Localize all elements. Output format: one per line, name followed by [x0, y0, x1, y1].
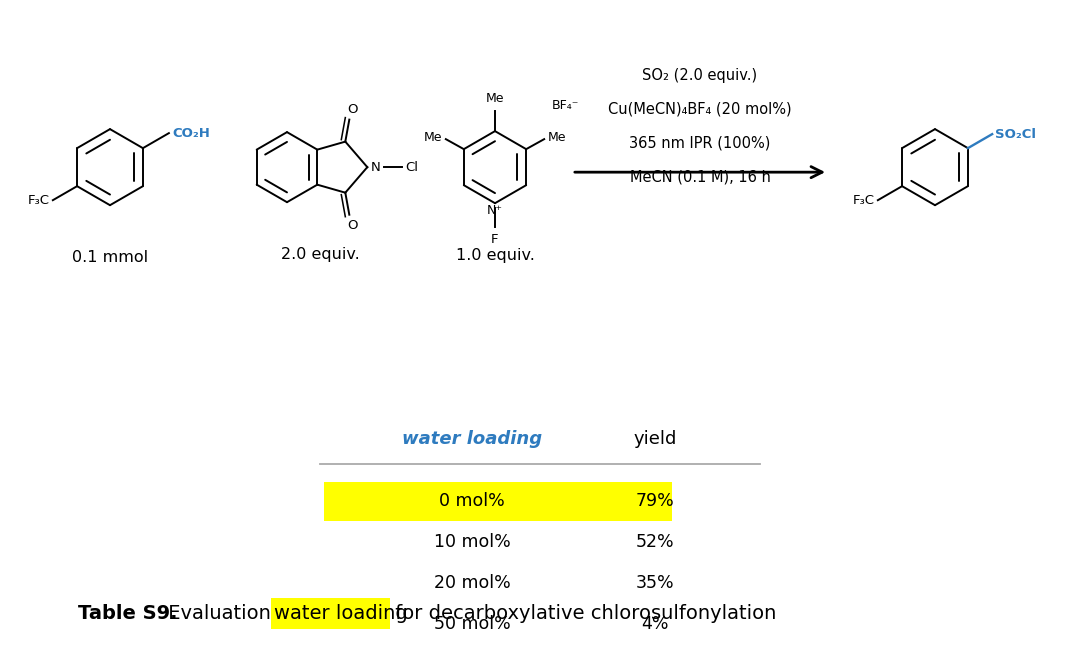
Text: 365 nm IPR (100%): 365 nm IPR (100%) [630, 136, 771, 151]
FancyBboxPatch shape [324, 482, 672, 520]
Text: 2.0 equiv.: 2.0 equiv. [281, 247, 360, 262]
Text: 4%: 4% [642, 615, 669, 633]
Text: 20 mol%: 20 mol% [434, 574, 511, 592]
Text: Cu(MeCN)₄BF₄ (20 mol%): Cu(MeCN)₄BF₄ (20 mol%) [608, 102, 792, 117]
Text: F₃C: F₃C [28, 193, 50, 206]
Text: N: N [370, 161, 380, 174]
Text: Cl: Cl [405, 161, 418, 174]
Text: 79%: 79% [636, 492, 674, 510]
Text: for decarboxylative chlorosulfonylation: for decarboxylative chlorosulfonylation [389, 604, 777, 623]
Text: BF₄⁻: BF₄⁻ [551, 99, 579, 112]
Text: Me: Me [486, 92, 504, 105]
Text: Me: Me [423, 130, 442, 143]
Text: 52%: 52% [636, 533, 674, 551]
Text: 50 mol%: 50 mol% [434, 615, 511, 633]
Text: N⁺: N⁺ [487, 204, 503, 217]
Text: O: O [347, 103, 357, 116]
Text: water loading: water loading [402, 430, 542, 448]
Text: F₃C: F₃C [853, 193, 875, 206]
Text: CO₂H: CO₂H [172, 127, 210, 140]
Text: 0.1 mmol: 0.1 mmol [72, 250, 148, 265]
Text: water loading: water loading [274, 604, 408, 623]
Text: Evaluation of: Evaluation of [162, 604, 302, 623]
Text: MeCN (0.1 M), 16 h: MeCN (0.1 M), 16 h [630, 169, 770, 185]
Text: Table S9.: Table S9. [78, 604, 177, 623]
Text: yield: yield [633, 430, 677, 448]
Text: SO₂Cl: SO₂Cl [995, 128, 1036, 141]
Text: O: O [347, 219, 357, 232]
Text: 35%: 35% [636, 574, 674, 592]
Text: 10 mol%: 10 mol% [434, 533, 511, 551]
Text: 0 mol%: 0 mol% [440, 492, 504, 510]
Text: SO₂ (2.0 equiv.): SO₂ (2.0 equiv.) [643, 67, 757, 82]
Text: F: F [491, 233, 499, 246]
Text: 1.0 equiv.: 1.0 equiv. [456, 248, 535, 263]
Text: Me: Me [549, 130, 567, 143]
